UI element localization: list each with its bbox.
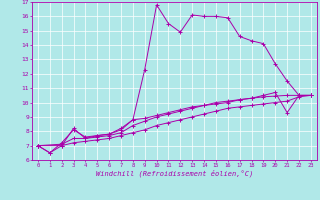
X-axis label: Windchill (Refroidissement éolien,°C): Windchill (Refroidissement éolien,°C)	[96, 169, 253, 177]
